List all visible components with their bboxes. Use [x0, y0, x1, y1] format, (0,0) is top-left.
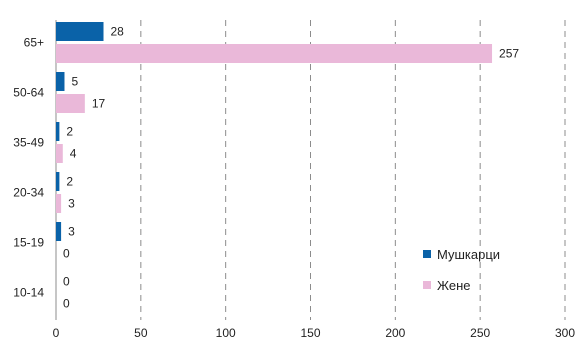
x-tick-label-250: 250 [470, 326, 490, 340]
x-tick-label-150: 150 [300, 326, 320, 340]
grid-layer [55, 20, 566, 320]
x-tick-label-50: 50 [134, 326, 148, 340]
legend-swatch-men [423, 250, 431, 258]
bar-women-20-34 [56, 194, 62, 213]
x-tick-label-0: 0 [53, 326, 60, 340]
data-label-men-35-49: 2 [66, 125, 73, 139]
y-tick-label-15-19: 15-19 [13, 236, 44, 250]
data-label-women-50-64: 17 [92, 97, 106, 111]
y-tick-label-10-14: 10-14 [13, 286, 44, 300]
bar-women-35-49 [56, 144, 63, 163]
bar-men-15-19 [56, 222, 62, 241]
x-tick-label-100: 100 [216, 326, 236, 340]
legend-label-women: Жене [437, 278, 470, 293]
labels-layer: 0 50 100 150 200 250 30065+2825750-6451735-492… [13, 25, 575, 341]
data-label-men-15-19: 3 [68, 225, 75, 239]
data-label-women-15-19: 0 [63, 247, 70, 261]
y-tick-label-20-34: 20-34 [13, 186, 44, 200]
bar-men-50-64 [56, 72, 65, 91]
data-label-women-10-14: 0 [63, 297, 70, 311]
data-label-women-35-49: 4 [70, 147, 77, 161]
data-label-women-65+: 257 [499, 47, 519, 61]
data-label-men-10-14: 0 [63, 275, 70, 289]
bar-men-35-49 [56, 122, 60, 141]
bar-men-20-34 [56, 172, 60, 191]
bar-men-65+ [56, 22, 104, 41]
x-tick-label-300: 300 [555, 326, 575, 340]
y-tick-label-65+: 65+ [24, 36, 44, 50]
data-label-men-50-64: 5 [71, 75, 78, 89]
y-tick-label-50-64: 50-64 [13, 86, 44, 100]
y-tick-label-35-49: 35-49 [13, 136, 44, 150]
data-label-men-65+: 28 [111, 25, 125, 39]
legend-swatch-women [423, 281, 431, 289]
legend: Мушкарци Жене [423, 247, 500, 293]
x-tick-label-200: 200 [385, 326, 405, 340]
data-label-men-20-34: 2 [66, 175, 73, 189]
legend-label-men: Мушкарци [437, 247, 500, 262]
bars-layer [56, 22, 493, 241]
bar-women-65+ [56, 44, 493, 63]
data-label-women-20-34: 3 [68, 197, 75, 211]
bar-women-50-64 [56, 94, 85, 113]
